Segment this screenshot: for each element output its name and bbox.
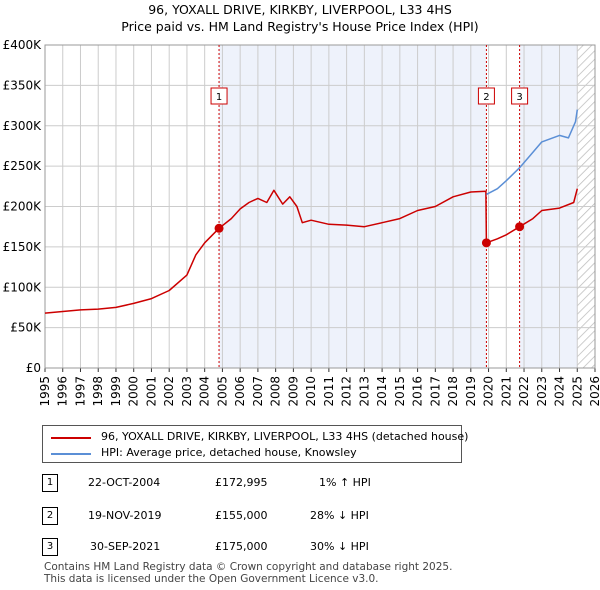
y-tick-label: £250K (3, 159, 43, 173)
x-tick-label: 2013 (357, 376, 371, 407)
y-tick-label: £0 (26, 361, 41, 375)
x-tick-label: 1996 (56, 376, 70, 407)
transaction-point (214, 223, 224, 233)
transaction-label-box (477, 87, 495, 105)
x-tick-label: 2017 (428, 376, 442, 407)
y-tick-label: £150K (3, 240, 43, 254)
transaction-date: 19-NOV-2019 (88, 509, 162, 522)
x-tick-label: 2021 (499, 376, 513, 407)
transaction-label-box (210, 87, 228, 105)
transaction-number: 1 (42, 474, 58, 492)
x-tick-label: 2002 (162, 376, 176, 407)
transaction-point (481, 238, 491, 248)
x-tick-label: 2025 (570, 376, 584, 407)
x-tick-label: 2018 (446, 376, 460, 407)
y-tick-label: £50K (10, 321, 42, 335)
transaction-label-box (511, 87, 529, 105)
x-tick-label: 2023 (535, 376, 549, 407)
footer-licence: This data is licensed under the Open Gov… (44, 573, 379, 585)
x-tick-label: 2016 (411, 376, 425, 407)
footer-copyright: Contains HM Land Registry data © Crown c… (44, 561, 453, 573)
legend-swatch-hpi (51, 453, 91, 455)
x-tick-label: 2009 (286, 376, 300, 407)
x-tick-label: 2003 (180, 376, 194, 407)
x-tick-label: 2008 (269, 376, 283, 407)
transaction-price: £175,000 (215, 540, 268, 553)
transaction-date: 22-OCT-2004 (88, 476, 161, 489)
x-tick-label: 2014 (375, 376, 389, 407)
transaction-label-number: 2 (483, 92, 489, 103)
x-tick-label: 2007 (251, 376, 265, 407)
transaction-date: 30-SEP-2021 (90, 540, 161, 553)
transaction-price: £155,000 (215, 509, 268, 522)
transaction-hpi: 28% ↓ HPI (310, 509, 369, 522)
legend-label-property: 96, YOXALL DRIVE, KIRKBY, LIVERPOOL, L33… (101, 430, 469, 443)
y-tick-label: £350K (3, 78, 43, 92)
x-tick-label: 2019 (464, 376, 478, 407)
x-tick-label: 2022 (517, 376, 531, 407)
chart-title: 96, YOXALL DRIVE, KIRKBY, LIVERPOOL, L33… (148, 2, 452, 17)
transaction-label-number: 3 (516, 92, 522, 103)
x-tick-label: 2006 (233, 376, 247, 407)
x-tick-label: 1997 (73, 376, 87, 407)
transaction-hpi: 1% ↑ HPI (319, 476, 371, 489)
y-tick-label: £200K (3, 200, 43, 214)
x-tick-label: 1998 (91, 376, 105, 407)
y-tick-label: £300K (3, 119, 43, 133)
x-tick-label: 2020 (482, 376, 496, 407)
plot-frame (44, 44, 596, 369)
x-tick-label: 2000 (127, 376, 141, 407)
x-tick-label: 2015 (393, 376, 407, 407)
y-tick-label: £100K (3, 280, 43, 294)
legend-label-hpi: HPI: Average price, detached house, Know… (101, 446, 357, 459)
x-tick-label: 2024 (553, 376, 567, 407)
transaction-number: 3 (42, 538, 58, 556)
transaction-point (515, 222, 525, 232)
x-tick-label: 1995 (38, 376, 52, 407)
hpi-line (486, 109, 579, 196)
legend-swatch-property (51, 437, 91, 439)
chart-subtitle: Price paid vs. HM Land Registry's House … (121, 19, 478, 34)
x-tick-label: 2004 (198, 376, 212, 407)
x-tick-label: 2010 (304, 376, 318, 407)
transaction-hpi: 30% ↓ HPI (310, 540, 369, 553)
x-tick-label: 2012 (340, 376, 354, 407)
y-tick-label: £400K (3, 38, 43, 52)
chart-legend: 96, YOXALL DRIVE, KIRKBY, LIVERPOOL, L33… (42, 425, 468, 463)
x-tick-label: 2011 (322, 376, 336, 407)
x-tick-label: 2026 (588, 376, 600, 407)
transaction-label-number: 1 (216, 92, 222, 103)
x-tick-label: 2001 (144, 376, 158, 407)
transaction-number: 2 (42, 507, 58, 525)
footer-attribution: Contains HM Land Registry data © Crown c… (44, 561, 452, 585)
x-tick-label: 2005 (215, 376, 229, 407)
property-price-line (44, 188, 579, 314)
price-chart: 96, YOXALL DRIVE, KIRKBY, LIVERPOOL, L33… (3, 2, 600, 407)
x-tick-label: 1999 (109, 376, 123, 407)
transaction-price: £172,995 (215, 476, 268, 489)
